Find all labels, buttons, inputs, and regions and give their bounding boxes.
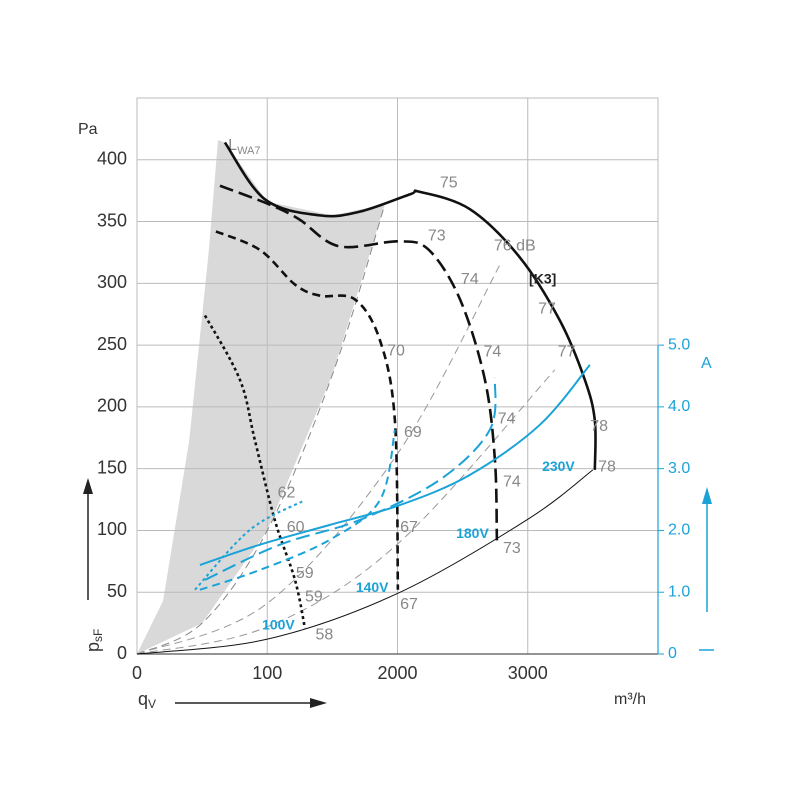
curve: [223, 141, 597, 470]
annotation: 74: [503, 473, 521, 490]
annotation: 77: [558, 344, 576, 361]
x-arrow-head: [310, 698, 327, 708]
y-tick-label: 300: [97, 272, 127, 292]
y-tick-label: 50: [107, 581, 127, 601]
annotation: 73: [428, 228, 446, 245]
axis-arrows: [83, 478, 714, 708]
annotation: 230V: [542, 458, 575, 474]
y-axis-label: psF: [83, 629, 105, 652]
shade-label: LWA7: [228, 137, 260, 157]
y-axis-subscript: sF: [91, 629, 105, 642]
annotation: 58: [315, 627, 333, 644]
y2-tick-label: 4.0: [668, 398, 690, 415]
annotation: 70: [387, 343, 405, 360]
annotation: 100V: [262, 616, 295, 632]
annotation: 73: [503, 540, 521, 557]
x-axis-unit: m³/h: [614, 691, 646, 708]
current-curve: [199, 429, 396, 591]
y-tick-label: 400: [97, 149, 127, 169]
annotation: 77: [538, 300, 556, 317]
annotation: 69: [404, 424, 422, 441]
curve: [219, 184, 499, 541]
x-axis-label: qV: [138, 689, 156, 711]
annotation: 60: [287, 519, 305, 536]
y2-axis-unit: A: [701, 355, 712, 372]
current-curve: [194, 499, 306, 591]
annotation: [K3]: [529, 270, 556, 286]
annotation: 140V: [356, 579, 389, 595]
y-tick-label: 200: [97, 396, 127, 416]
annotation: 74: [483, 344, 501, 361]
y2-tick-label: 2.0: [668, 522, 690, 539]
annotation: 180V: [456, 525, 489, 541]
annotation: 75: [440, 174, 458, 191]
y2-tick-label: 0: [668, 645, 677, 662]
y-tick-label: 350: [97, 210, 127, 230]
curve: [136, 469, 594, 655]
shade-label-main: L: [228, 137, 237, 154]
y-tick-label: 250: [97, 334, 127, 354]
x-axis-subscript: V: [148, 697, 156, 711]
y2-tick-label: 1.0: [668, 583, 690, 600]
annotation: 67: [400, 519, 418, 536]
y-axis-symbol: p: [83, 642, 103, 652]
curve: [136, 204, 386, 655]
y2-tick-label: 3.0: [668, 460, 690, 477]
annotation: 74: [498, 410, 516, 427]
x-tick-label: 0: [132, 663, 142, 683]
annotation: 74: [461, 271, 479, 288]
y-arrow-head: [83, 478, 93, 494]
curve: [203, 314, 307, 629]
annotation: 78: [590, 418, 608, 435]
x-tick-label: 2000: [377, 663, 417, 683]
annotation: 62: [278, 485, 296, 502]
x-axis-symbol: q: [138, 689, 148, 709]
y-tick-label: 0: [117, 643, 127, 663]
annotation: 59: [305, 588, 323, 605]
shade-label-sub: WA7: [237, 145, 260, 157]
x-tick-label: 3000: [508, 663, 548, 683]
y-tick-label: 150: [97, 457, 127, 477]
shaded-area: [137, 140, 385, 654]
curve: [215, 230, 400, 590]
y2-arrow-head: [702, 487, 712, 504]
y-axis-unit: Pa: [78, 121, 98, 138]
curve: [136, 369, 556, 655]
y-tick-label: 100: [97, 519, 127, 539]
annotation: 76 dB: [494, 237, 536, 254]
current-curve: [204, 377, 497, 581]
curve: [136, 264, 501, 655]
annotation: 67: [400, 596, 418, 613]
current-curve: [199, 364, 591, 566]
annotation: 59: [296, 565, 314, 582]
y2-tick-label: 5.0: [668, 336, 690, 353]
x-tick-label: 100: [252, 663, 282, 683]
annotation: 78: [598, 459, 616, 476]
